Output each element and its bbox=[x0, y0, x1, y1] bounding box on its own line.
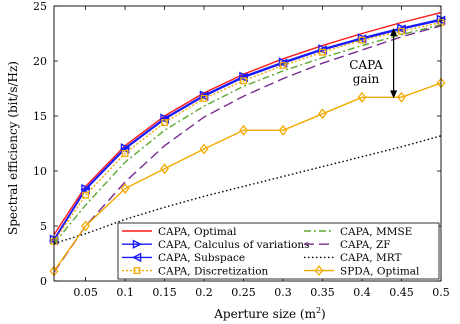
legend-entry-7: SPDA, Optimal bbox=[304, 265, 420, 277]
legend-box bbox=[117, 222, 440, 280]
legend-swatch-marker bbox=[314, 265, 324, 277]
legend-label: CAPA, MRT bbox=[340, 252, 401, 264]
series-3 bbox=[50, 19, 445, 245]
series-point bbox=[238, 72, 248, 83]
y-tick-label: 25 bbox=[33, 0, 47, 13]
axes: 0.05 0.1 0.15 0.2 0.25 0.3 0.35 0.4 0.45 0.5 0 5 10 1… bbox=[33, 0, 450, 299]
series-point bbox=[199, 143, 209, 155]
series-point bbox=[396, 24, 406, 34]
series-line bbox=[53, 24, 442, 245]
y-tick-label: 10 bbox=[33, 165, 47, 178]
series-point bbox=[239, 124, 248, 136]
y-tick-label: 0 bbox=[40, 275, 47, 288]
y-tick-label: 15 bbox=[33, 110, 47, 123]
legend-entry-4: CAPA, MMSE bbox=[304, 226, 412, 238]
x-tick-label: 0.5 bbox=[432, 286, 450, 299]
series-point bbox=[358, 36, 366, 44]
series-line bbox=[53, 25, 442, 273]
x-tick-label: 0.3 bbox=[274, 286, 292, 299]
legend-entry-1: CAPA, Calculus of variations bbox=[122, 239, 310, 251]
series-point bbox=[318, 108, 327, 120]
legend-entry-3: CAPA, Discretization bbox=[122, 265, 269, 277]
x-tick-label: 0.45 bbox=[389, 286, 414, 299]
series-4 bbox=[53, 24, 442, 245]
legend-entry-0: CAPA, Optimal bbox=[122, 226, 237, 238]
series-point bbox=[81, 220, 91, 232]
series-point bbox=[277, 58, 288, 68]
series-point bbox=[80, 184, 90, 195]
series-point bbox=[279, 61, 287, 69]
axes-frame bbox=[53, 5, 442, 282]
annotation-arrow-head-down bbox=[390, 90, 398, 99]
x-axis-label-close: ) bbox=[321, 307, 326, 321]
legend-entry-5: CAPA, ZF bbox=[304, 239, 391, 251]
series-point bbox=[161, 119, 169, 127]
legend-label: CAPA, Subspace bbox=[158, 252, 245, 264]
x-axis-label: Aperture size (m2) bbox=[213, 306, 325, 321]
x-tick-label: 0.05 bbox=[73, 286, 98, 299]
legend-label: CAPA, Optimal bbox=[158, 226, 237, 238]
series-point bbox=[278, 124, 288, 136]
series-7 bbox=[49, 77, 446, 277]
series-6 bbox=[53, 135, 442, 245]
series-point bbox=[357, 91, 367, 103]
series-point bbox=[319, 48, 326, 56]
x-tick-label: 0.2 bbox=[195, 286, 213, 299]
annotation-arrow-head-up bbox=[390, 28, 398, 36]
y-axis-label: Spectral efficiency (bit/s/Hz) bbox=[6, 61, 20, 235]
series-point bbox=[397, 91, 406, 103]
series-point bbox=[240, 77, 248, 85]
series-point bbox=[200, 94, 208, 102]
y-tick-label: 5 bbox=[40, 220, 47, 233]
series-line bbox=[53, 21, 442, 242]
y-tick-label: 20 bbox=[33, 55, 47, 68]
legend-swatch-marker bbox=[131, 252, 142, 263]
series-point bbox=[82, 191, 90, 199]
annotation-line-2: gain bbox=[353, 72, 380, 86]
capa-gain-annotation: CAPA gain bbox=[349, 28, 398, 99]
legend-swatch-marker bbox=[133, 267, 141, 275]
x-axis-label-superscript: 2 bbox=[316, 306, 321, 315]
legend-label: CAPA, ZF bbox=[340, 239, 391, 251]
legend-label: CAPA, Discretization bbox=[158, 265, 269, 277]
series-point bbox=[120, 183, 130, 195]
series-line bbox=[53, 135, 442, 245]
legend-entry-2: CAPA, Subspace bbox=[122, 252, 245, 264]
series-line bbox=[53, 82, 442, 272]
x-tick-label: 0.35 bbox=[310, 286, 335, 299]
series-point bbox=[160, 163, 170, 175]
annotation-line-1: CAPA bbox=[349, 58, 383, 72]
series-line bbox=[53, 18, 442, 240]
series-5 bbox=[53, 25, 442, 273]
x-tick-label: 0.25 bbox=[231, 286, 256, 299]
x-tick-label: 0.1 bbox=[116, 286, 134, 299]
legend-label: CAPA, MMSE bbox=[340, 226, 412, 238]
legend-label: SPDA, Optimal bbox=[340, 265, 420, 277]
x-axis-label-text: Aperture size (m bbox=[213, 307, 316, 321]
series-point bbox=[159, 114, 169, 125]
legend-label: CAPA, Calculus of variations bbox=[158, 239, 310, 251]
legend-entry-6: CAPA, MRT bbox=[304, 252, 401, 264]
series-point bbox=[121, 149, 129, 157]
legend-swatch-marker bbox=[132, 239, 143, 249]
series-1 bbox=[49, 14, 447, 244]
x-tick-label: 0.4 bbox=[353, 286, 371, 299]
x-tick-label: 0.15 bbox=[152, 286, 177, 299]
series-point bbox=[198, 91, 209, 101]
